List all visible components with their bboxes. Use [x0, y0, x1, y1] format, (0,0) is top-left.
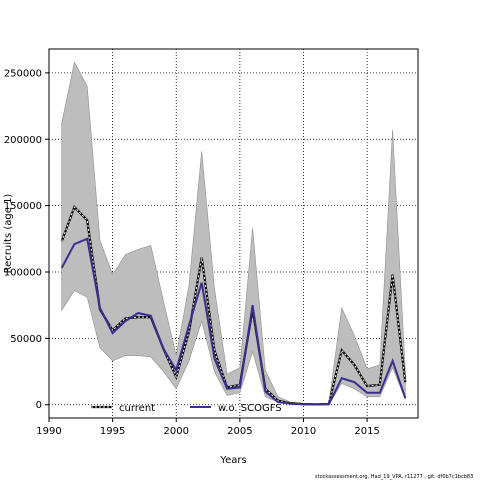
y-axis-title: Recruits (age 1) — [3, 194, 14, 274]
legend-item-current: current — [91, 403, 155, 414]
x-axis-ticks: 1990 1995 2000 2005 2010 2015 — [36, 418, 380, 437]
x-tick-label-1990: 1990 — [36, 426, 61, 437]
confidence-band — [61, 61, 406, 405]
y-tick-label-250000: 250000 — [4, 68, 42, 79]
x-tick-label-2005: 2005 — [227, 426, 252, 437]
series-line-current-dashes — [61, 206, 406, 405]
confidence-band-layer — [61, 61, 406, 405]
y-tick-label-0: 0 — [36, 400, 42, 411]
y-tick-label-50000: 50000 — [10, 334, 42, 345]
legend: current w.o. SCOGFS — [91, 403, 282, 414]
series-lines-layer — [60, 204, 407, 406]
y-axis-ticks: 0 50000 100000 150000 200000 250000 — [4, 68, 49, 411]
y-tick-label-100000: 100000 — [4, 267, 42, 278]
x-tick-label-1995: 1995 — [100, 426, 125, 437]
x-tick-label-2000: 2000 — [164, 426, 189, 437]
x-tick-label-2015: 2015 — [354, 426, 379, 437]
footer-credit: stockassessment.org, Had_19_VPA, r11277 … — [315, 474, 474, 480]
y-tick-label-200000: 200000 — [4, 135, 42, 146]
legend-label-wo-scogfs: w.o. SCOGFS — [218, 403, 282, 414]
y-tick-label-150000: 150000 — [4, 201, 42, 212]
x-axis-title: Years — [219, 455, 246, 466]
legend-label-current: current — [119, 403, 155, 414]
legend-item-wo-scogfs: w.o. SCOGFS — [190, 403, 282, 414]
series-line-wo-scogfs — [60, 237, 407, 406]
plot-frame — [48, 48, 419, 419]
x-tick-label-2010: 2010 — [291, 426, 316, 437]
